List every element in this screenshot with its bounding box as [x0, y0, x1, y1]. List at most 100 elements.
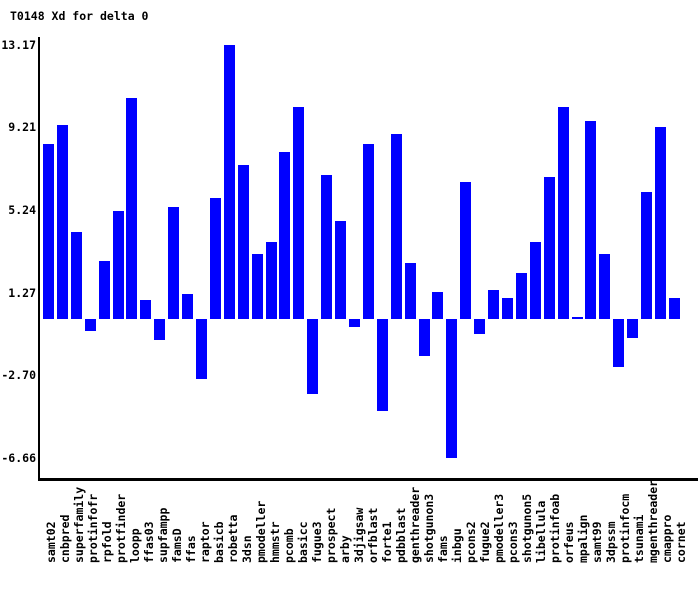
x-tick-label: rpfold [100, 521, 114, 563]
x-tick-label: basicb [212, 521, 226, 563]
bar [321, 175, 332, 319]
bar [641, 192, 652, 319]
y-tick-label: 5.24 [8, 203, 36, 217]
x-tick-label: 3dpssm [604, 521, 618, 563]
bar [71, 232, 82, 319]
x-axis-line [38, 478, 698, 481]
x-tick-label: pcomb [282, 528, 296, 563]
x-tick-label: prospect [324, 507, 338, 563]
x-tick-label: protfinder [114, 493, 128, 563]
bar [293, 107, 304, 319]
bar [210, 198, 221, 319]
bar [196, 319, 207, 379]
bar [85, 319, 96, 331]
bar [530, 242, 541, 319]
x-tick-label: tsunami [632, 514, 646, 563]
bar [238, 165, 249, 319]
bar [599, 254, 610, 319]
bar [558, 107, 569, 319]
bar [140, 300, 151, 319]
bar [432, 292, 443, 319]
bar [446, 319, 457, 458]
x-tick-label: mpalign [576, 514, 590, 563]
x-tick-label: mgenthreader [646, 479, 660, 563]
bar [154, 319, 165, 340]
x-tick-label: arby [338, 535, 352, 563]
x-tick-label: loopp [128, 528, 142, 563]
y-tick-label: -2.70 [1, 368, 36, 382]
x-tick-label: orfblast [366, 507, 380, 563]
x-tick-label: fugue2 [478, 521, 492, 563]
x-tick-label: pdbblast [394, 507, 408, 563]
x-tick-label: pmodeller3 [492, 493, 506, 563]
y-axis-line [38, 37, 40, 479]
x-tick-label: raptor [198, 521, 212, 563]
y-tick-label: 13.17 [1, 38, 36, 52]
bar [43, 144, 54, 319]
x-tick-label: hmmstr [268, 521, 282, 563]
x-tick-label: robetta [226, 514, 240, 563]
y-tick-label: 1.27 [8, 286, 36, 300]
x-tick-label: fugue3 [310, 521, 324, 563]
x-tick-label: forte1 [380, 521, 394, 563]
x-tick-label: supfampp [156, 507, 170, 563]
x-tick-label: ffas [184, 535, 198, 563]
bar [252, 254, 263, 319]
x-tick-label: famsD [170, 528, 184, 563]
x-tick-label: shotgunon5 [520, 493, 534, 563]
x-tick-label: pmodeller [254, 500, 268, 563]
x-tick-label: samt99 [590, 521, 604, 563]
bar [349, 319, 360, 327]
x-tick-label: genthreader [408, 486, 422, 563]
x-tick-label: cnbpred [58, 514, 72, 563]
bar [460, 182, 471, 319]
bar [669, 298, 680, 319]
x-tick-label: 3djigsaw [352, 507, 366, 563]
x-tick-label: cmappro [660, 514, 674, 563]
bar [168, 207, 179, 319]
x-tick-label: basicc [296, 521, 310, 563]
bar [57, 125, 68, 319]
x-tick-label: fams [436, 535, 450, 563]
x-tick-label: orfeus [562, 521, 576, 563]
bar [126, 98, 137, 319]
x-tick-label: libellula [534, 500, 548, 563]
bar [335, 221, 346, 319]
x-tick-label: ffas03 [142, 521, 156, 563]
x-tick-label: cornet [674, 521, 688, 563]
x-tick-label: pcons3 [506, 521, 520, 563]
bar [502, 298, 513, 319]
bar [307, 319, 318, 394]
bar [516, 273, 527, 319]
x-tick-label: protinfoab [548, 493, 562, 563]
bar [363, 144, 374, 319]
bar [488, 290, 499, 319]
bar [224, 45, 235, 319]
bar [474, 319, 485, 334]
bar [182, 294, 193, 319]
x-tick-label: shotgunon3 [422, 493, 436, 563]
bar [627, 319, 638, 338]
x-tick-label: samt02 [44, 521, 58, 563]
bar [377, 319, 388, 411]
bar [544, 177, 555, 319]
bar [419, 319, 430, 356]
bar [113, 211, 124, 319]
x-tick-label: superfamily [72, 486, 86, 563]
chart-title: T0148 Xd for delta 0 [10, 9, 149, 23]
bar [99, 261, 110, 319]
bar [572, 317, 583, 319]
bar [266, 242, 277, 319]
bar [405, 263, 416, 319]
x-tick-label: protinfocm [618, 493, 632, 563]
bar [391, 134, 402, 319]
y-tick-label: 9.21 [8, 120, 36, 134]
x-tick-label: protinfofr [86, 493, 100, 563]
bar [585, 121, 596, 319]
bar [279, 152, 290, 319]
bar [655, 127, 666, 319]
x-tick-label: 3dsn [240, 535, 254, 563]
bar [613, 319, 624, 367]
x-tick-label: pcons2 [464, 521, 478, 563]
